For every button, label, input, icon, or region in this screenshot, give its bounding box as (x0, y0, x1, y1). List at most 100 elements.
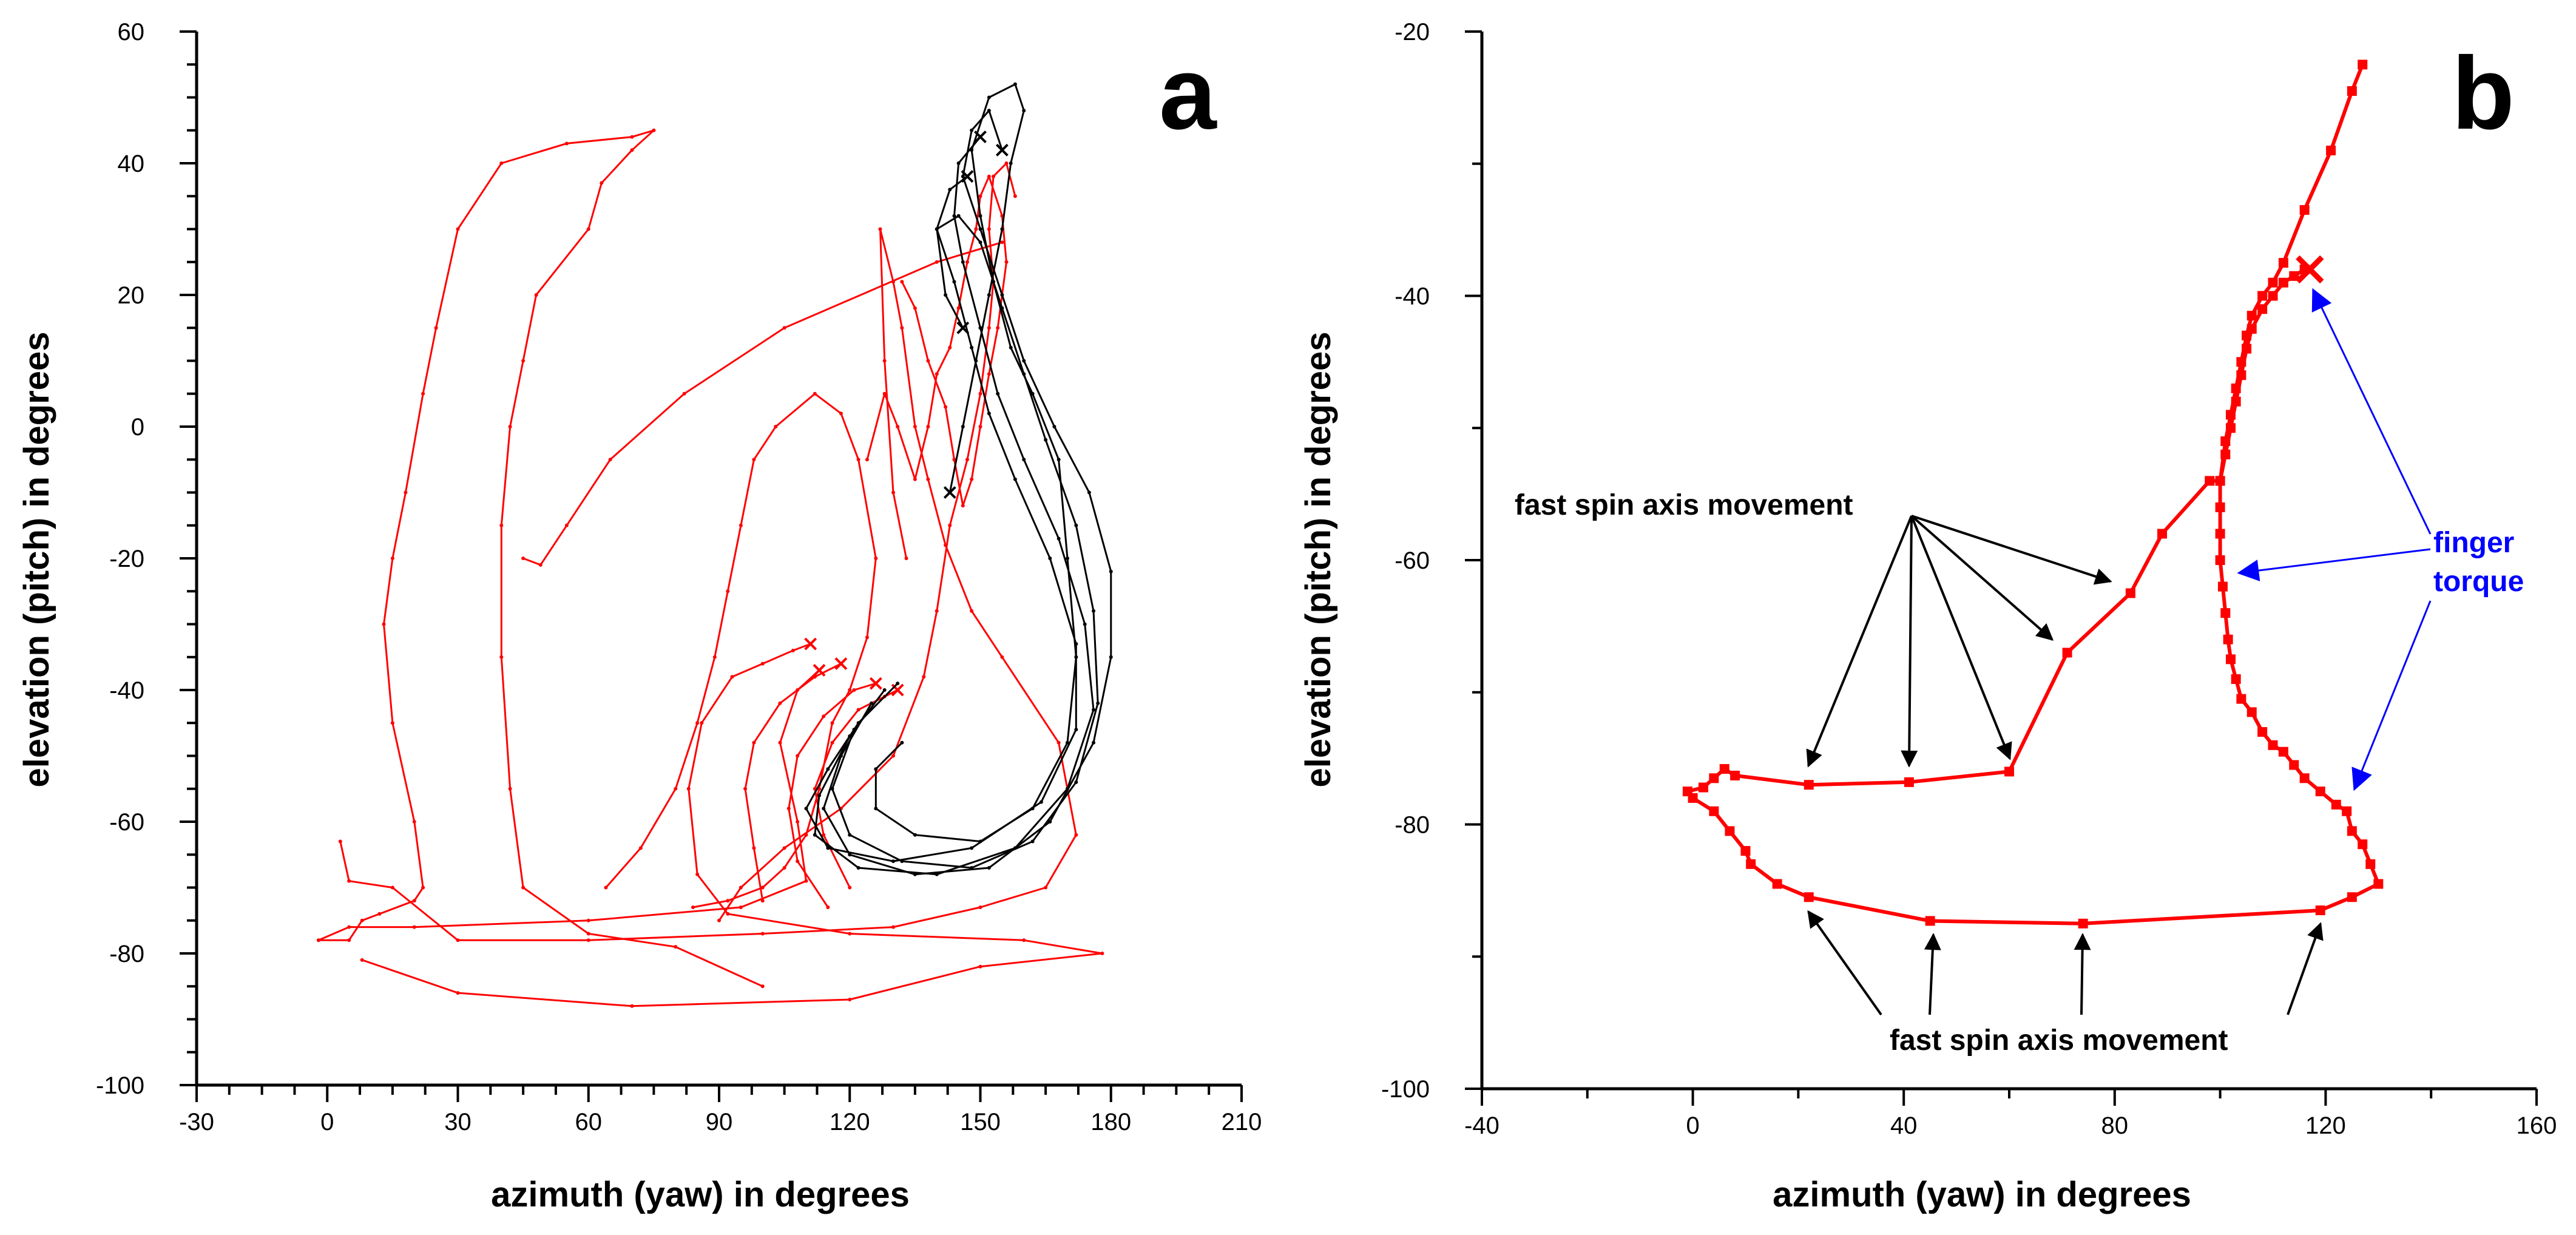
panel-a-point-2-6 (1022, 938, 1026, 942)
arrow-bottom-1 (1807, 910, 1882, 1016)
panel-a-point-6-1 (739, 885, 743, 890)
panel-b-point-0-4 (2278, 258, 2288, 268)
panel-a-ytick-label-1: -80 (109, 941, 144, 967)
panel-b-point-0-12 (2220, 436, 2231, 447)
panel-a-point-5-0 (604, 885, 608, 890)
panel-a-point-13-3 (848, 853, 852, 857)
panel-a-point-1-14 (926, 477, 930, 481)
panel-b-point-0-48 (1698, 782, 1708, 793)
panel-b-point-0-44 (1725, 826, 1735, 836)
panel-a-xtick-label-4: 90 (706, 1109, 733, 1135)
panel-a-point-8-4 (822, 714, 826, 719)
panel-a-end-marker-7 (834, 657, 848, 671)
panel-a-point-3-8 (521, 359, 526, 363)
panel-a-point-2-3 (848, 997, 852, 1001)
panel-b-x-title: azimuth (yaw) in degrees (1773, 1175, 2191, 1214)
panel-a-point-5-8 (774, 425, 778, 428)
panel-a-line-red-1 (318, 669, 820, 941)
panel-a-point-3-21 (390, 557, 394, 560)
panel-a-end-marker-11 (943, 486, 956, 499)
panel-a-end-marker-0 (813, 664, 826, 677)
panel-a-point-12-7 (1096, 701, 1100, 705)
panel-a-line-red-2 (339, 228, 1077, 941)
panel-a-point-5-1 (638, 846, 643, 850)
panel-a-point-10-8 (965, 260, 969, 264)
panel-a-point-3-10 (586, 227, 590, 231)
panel-b-point-0-41 (1772, 879, 1782, 889)
panel-b-point-0-19 (2223, 634, 2233, 645)
panel-a-point-6-5 (922, 675, 926, 679)
panel-a-point-13-12 (1022, 359, 1026, 363)
panel-a-point-6-8 (965, 458, 969, 462)
panel-b-xtick-label-5: 160 (2517, 1112, 2557, 1139)
panel-a-point-15-3 (804, 807, 808, 811)
panel-a-point-1-9 (1074, 833, 1078, 837)
panel-a-point-3-7 (508, 425, 512, 428)
panel-a-point-3-22 (382, 622, 386, 626)
panel-a-point-10-19 (952, 458, 956, 462)
panel-a-point-10-17 (970, 477, 974, 481)
panel-a-series-red-11-dense (865, 174, 1009, 508)
panel-a-point-5-19 (760, 885, 765, 890)
panel-b-ytick-label-0: -100 (1381, 1076, 1430, 1103)
panel-a-series-black-4 (813, 130, 1096, 876)
panel-a-point-13-2 (822, 807, 826, 811)
panel-b-point-0-6 (2257, 291, 2268, 301)
panel-a-point-6-0 (717, 918, 721, 922)
panel-a-point-4-4 (682, 391, 686, 396)
panel-b-ytick-label-1: -80 (1394, 812, 1430, 839)
arrow-top-1 (1806, 515, 1913, 768)
panel-b-point-0-2 (2326, 145, 2336, 155)
panel-b-point-0-32 (2347, 826, 2357, 836)
panel-a-point-10-0 (865, 458, 869, 462)
panel-a-point-3-5 (499, 655, 504, 659)
panel-a-point-9-0 (848, 885, 852, 890)
panel-a-point-14-15 (952, 214, 956, 218)
panel-a-xtick-label-6: 150 (960, 1109, 1001, 1135)
panel-a-point-2-14 (791, 648, 795, 652)
panel-a-line-red-10 (814, 689, 898, 888)
panel-a-series-red-4-big-loop (316, 128, 765, 989)
panel-a-point-14-10 (1056, 536, 1061, 541)
panel-a-point-8-5 (852, 688, 856, 692)
panel-a-series-black-1 (874, 82, 1078, 844)
panel-a-point-0-1 (347, 925, 351, 929)
panel-a-point-0-4 (739, 905, 743, 910)
panel-a-ytick-label-7: 40 (118, 151, 145, 177)
panel-a-point-5-18 (782, 865, 786, 870)
panel-a-point-12-1 (830, 787, 834, 791)
panel-b-point-0-29 (2315, 787, 2325, 797)
panel-b-point-0-28 (2299, 773, 2310, 783)
panel-a-point-5-5 (726, 589, 730, 594)
panel-a-point-11-17 (1022, 109, 1026, 113)
annotation-top-text: fast spin axis movement (1515, 489, 1853, 521)
panel-a-point-1-1 (347, 879, 351, 883)
panel-a-point-3-1 (674, 945, 678, 949)
panel-a-ytick-label-3: -40 (109, 677, 144, 704)
panel-a-point-7-2 (743, 787, 748, 791)
panel-b-point-0-33 (2358, 839, 2368, 850)
panel-a-point-3-23 (390, 721, 394, 725)
panel-a-series-red-10 (813, 683, 904, 890)
panel-a-point-15-15 (935, 227, 939, 231)
panel-a-point-1-8 (1044, 885, 1048, 890)
panel-b-point-0-43 (1740, 846, 1751, 856)
panel-a-point-5-20 (726, 899, 730, 903)
panel-a-point-11-8 (1066, 557, 1069, 560)
panel-a-point-13-10 (1087, 490, 1091, 495)
panel-b-point-0-21 (2231, 674, 2241, 684)
panel-a-point-1-12 (970, 609, 974, 613)
panel-b-xtick-label-4: 120 (2305, 1112, 2346, 1139)
panel-b-series-trajectory (1682, 59, 2384, 929)
panel-a-point-3-24 (412, 820, 416, 824)
panel-a-point-5-13 (865, 635, 869, 640)
panel-a-point-12-9 (1074, 523, 1078, 527)
panel-a-point-2-11 (700, 721, 704, 725)
panel-a-point-11-9 (1056, 458, 1061, 462)
panel-a-label: a (1159, 36, 1217, 151)
panel-b-point-0-26 (2278, 746, 2288, 757)
panel-a-ytick-label-5: 0 (131, 414, 144, 441)
panel-a-point-15-6 (970, 846, 974, 850)
panel-a-point-11-20 (987, 293, 991, 297)
panel-a-point-13-17 (987, 109, 991, 113)
